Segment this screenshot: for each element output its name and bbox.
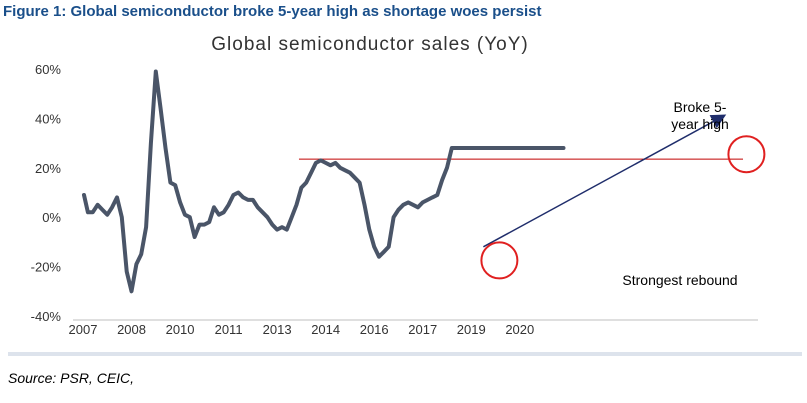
x-tick-label: 2011 [215, 322, 243, 337]
chart-title: Global semiconductor sales (YoY) [211, 34, 529, 55]
x-tick-label: 2010 [166, 322, 195, 337]
strongest-rebound-circle [480, 241, 519, 280]
x-tick-label: 2007 [69, 322, 98, 337]
x-tick-label: 2013 [263, 322, 292, 337]
trend-arrow [483, 114, 727, 248]
source-note: Source: PSR, CEIC, [8, 370, 135, 386]
annotation-strongest-rebound: Strongest rebound [622, 272, 737, 288]
annotation-broke-5-line-1: Broke 5- [674, 99, 727, 115]
y-tick-label: 20% [35, 161, 61, 176]
x-tick-label: 2014 [311, 322, 340, 337]
series-line [82, 69, 566, 294]
five-year-high-circle [727, 135, 766, 174]
y-tick-label: 60% [35, 62, 61, 77]
chart-panel: Global semiconductor sales (YoY) 60% 40% 2… [8, 26, 802, 356]
y-tick-label: -40% [31, 309, 62, 324]
figure-title: Figure 1: Global semiconductor broke 5-y… [3, 3, 542, 20]
y-tick-label: 0% [42, 210, 61, 225]
x-tick-label: 2017 [408, 322, 437, 337]
y-tick-label: 40% [35, 111, 61, 126]
y-axis: 60% 40% 20% 0% -20% -40% [31, 62, 62, 324]
x-tick-label: 2020 [505, 322, 534, 337]
x-tick-label: 2016 [360, 322, 389, 337]
annotation-broke-5-line-2: year high [671, 116, 729, 132]
x-axis: 2007 2008 2010 2011 2013 2014 2016 2017 2019 2020 [69, 322, 535, 337]
y-tick-label: -20% [31, 260, 62, 275]
line-chart: Global semiconductor sales (YoY) 60% 40% 2… [31, 34, 766, 337]
x-tick-label: 2008 [117, 322, 146, 337]
x-tick-label: 2019 [457, 322, 486, 337]
